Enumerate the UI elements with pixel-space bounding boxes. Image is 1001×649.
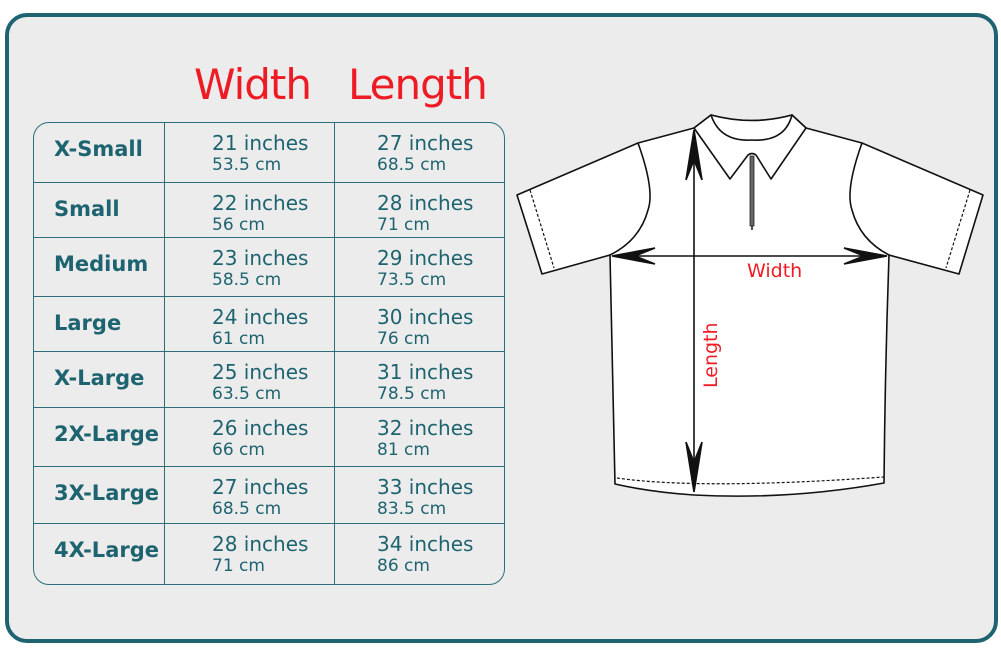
length-cm: 83.5 cm — [377, 499, 447, 519]
width-cm: 63.5 cm — [212, 384, 282, 404]
width-cell: 27 inches 68.5 cm — [164, 467, 334, 524]
length-inches: 30 inches — [377, 305, 474, 329]
length-inches: 29 inches — [377, 246, 474, 270]
width-inches: 21 inches — [212, 131, 309, 155]
hem-stitch — [616, 476, 885, 485]
size-label: Small — [54, 197, 120, 221]
size-label: X-Small — [54, 137, 143, 161]
length-inches: 28 inches — [377, 191, 474, 215]
length-cm: 78.5 cm — [377, 384, 447, 404]
size-label: Medium — [54, 252, 149, 276]
length-inches: 34 inches — [377, 532, 474, 556]
table-row: Large 24 inches 61 cm 30 inches 76 cm — [34, 296, 504, 352]
length-cm: 76 cm — [377, 329, 430, 349]
right-cuff-stitch — [945, 189, 971, 269]
table-row: 4X-Large 28 inches 71 cm 34 inches 86 cm — [34, 523, 504, 584]
width-arrow — [611, 247, 888, 265]
table-row: Medium 23 inches 58.5 cm 29 inches 73.5 cm — [34, 237, 504, 297]
length-inches: 27 inches — [377, 131, 474, 155]
length-cm: 68.5 cm — [377, 155, 447, 175]
length-cm: 81 cm — [377, 440, 430, 460]
width-cm: 53.5 cm — [212, 155, 282, 175]
width-cell: 26 inches 66 cm — [164, 408, 334, 467]
table-row: X-Small 21 inches 53.5 cm 27 inches 68.5 c… — [34, 123, 504, 182]
length-cell: 28 inches 71 cm — [334, 183, 504, 238]
width-inches: 23 inches — [212, 246, 309, 270]
length-cell: 34 inches 86 cm — [334, 524, 504, 584]
length-header: Length — [348, 60, 488, 109]
width-cm: 66 cm — [212, 440, 265, 460]
width-cell: 21 inches 53.5 cm — [164, 123, 334, 182]
width-inches: 28 inches — [212, 532, 309, 556]
width-inches: 27 inches — [212, 475, 309, 499]
table-row: 3X-Large 27 inches 68.5 cm 33 inches 83.5 … — [34, 466, 504, 524]
right-sleeve-seam — [849, 142, 890, 256]
width-cell: 22 inches 56 cm — [164, 183, 334, 238]
width-inches: 22 inches — [212, 191, 309, 215]
width-cm: 68.5 cm — [212, 499, 282, 519]
length-arrow — [685, 129, 703, 493]
shirt-body — [516, 114, 984, 497]
width-label: Width — [747, 260, 802, 282]
width-cell: 28 inches 71 cm — [164, 524, 334, 584]
width-header: Width — [194, 60, 312, 109]
length-cell: 27 inches 68.5 cm — [334, 123, 504, 182]
width-cell: 24 inches 61 cm — [164, 297, 334, 352]
length-cm: 86 cm — [377, 556, 430, 576]
width-inches: 26 inches — [212, 416, 309, 440]
size-label: 3X-Large — [54, 481, 159, 505]
size-label: Large — [54, 311, 122, 335]
width-inches: 24 inches — [212, 305, 309, 329]
size-label: 2X-Large — [54, 422, 159, 446]
length-label: Length — [700, 322, 722, 388]
size-table: X-Small 21 inches 53.5 cm 27 inches 68.5 c… — [33, 122, 505, 585]
size-label: 4X-Large — [54, 538, 159, 562]
width-cm: 58.5 cm — [212, 270, 282, 290]
left-cuff-stitch — [529, 189, 555, 269]
table-row: X-Large 25 inches 63.5 cm 31 inches 78.5 c… — [34, 351, 504, 408]
length-inches: 32 inches — [377, 416, 474, 440]
width-cm: 61 cm — [212, 329, 265, 349]
length-cell: 31 inches 78.5 cm — [334, 352, 504, 408]
width-cell: 23 inches 58.5 cm — [164, 238, 334, 297]
left-sleeve-seam — [609, 142, 651, 256]
length-cell: 30 inches 76 cm — [334, 297, 504, 352]
width-inches: 25 inches — [212, 360, 309, 384]
length-inches: 33 inches — [377, 475, 474, 499]
length-cell: 32 inches 81 cm — [334, 408, 504, 467]
width-cm: 56 cm — [212, 215, 265, 235]
length-cm: 73.5 cm — [377, 270, 447, 290]
width-cm: 71 cm — [212, 556, 265, 576]
table-row: 2X-Large 26 inches 66 cm 32 inches 81 cm — [34, 407, 504, 467]
length-cm: 71 cm — [377, 215, 430, 235]
zipper — [749, 155, 755, 227]
size-label: X-Large — [54, 366, 145, 390]
length-cell: 29 inches 73.5 cm — [334, 238, 504, 297]
width-cell: 25 inches 63.5 cm — [164, 352, 334, 408]
collar-inner — [710, 114, 793, 141]
length-cell: 33 inches 83.5 cm — [334, 467, 504, 524]
length-inches: 31 inches — [377, 360, 474, 384]
table-row: Small 22 inches 56 cm 28 inches 71 cm — [34, 182, 504, 238]
